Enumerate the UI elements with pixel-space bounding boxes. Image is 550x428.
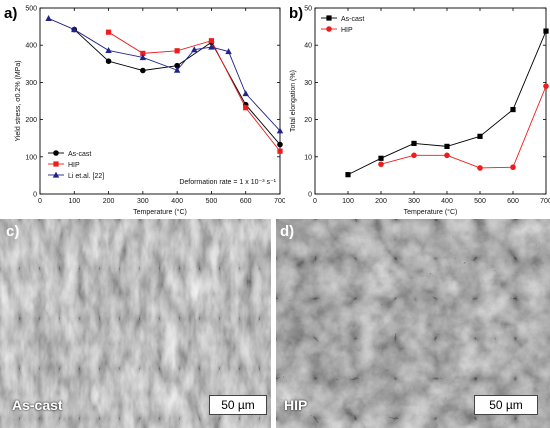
x-tick-label: 0 (313, 198, 317, 205)
data-point-s0-6 (543, 28, 549, 34)
data-point-s0-5 (510, 106, 516, 113)
data-point-s1-4 (243, 105, 249, 111)
series-line-1 (380, 85, 547, 169)
data-point-s2-4 (173, 66, 181, 73)
data-point-s2-3 (139, 54, 147, 61)
panel-letter: b) (289, 5, 303, 22)
sem-micrograph-hip (276, 219, 550, 428)
data-point-s1-0 (105, 29, 112, 35)
data-point-s2-8 (242, 90, 249, 97)
data-point-s0-4 (477, 133, 483, 139)
y-tick-label: 50 (304, 6, 312, 13)
y-axis-label: Yield stress, σ0.2% (MPa) (15, 60, 22, 141)
panel-letter-d: d) (280, 223, 295, 240)
data-point-s0-3 (444, 143, 450, 149)
x-tick-label: 400 (171, 198, 183, 205)
legend-marker-1 (53, 161, 59, 167)
data-point-s0-2 (140, 67, 146, 74)
sem-image-as-cast: c) As-cast 50 µm (0, 219, 271, 428)
data-point-s0-2 (411, 140, 417, 147)
data-point-s0-3 (174, 62, 180, 69)
scale-bar-c: 50 µm (209, 395, 267, 415)
legend-marker-1 (326, 26, 332, 32)
x-axis-label: Temperature (°C) (133, 208, 187, 216)
legend-label-1: HIP (341, 27, 353, 34)
legend-label-2: Li et.al. [22] (68, 173, 104, 180)
x-tick-label: 100 (68, 198, 80, 205)
x-tick-label: 100 (342, 198, 354, 205)
y-tick-label: 0 (308, 192, 312, 199)
scale-bar-d: 50 µm (474, 395, 538, 415)
data-point-s1-4 (510, 164, 516, 171)
y-tick-label: 30 (304, 80, 312, 87)
panel-letter: a) (4, 5, 17, 22)
data-point-s1-1 (140, 50, 146, 56)
data-point-s0-6 (277, 141, 283, 148)
x-tick-label: 200 (375, 198, 387, 205)
data-point-s2-9 (276, 127, 284, 134)
data-point-s1-1 (411, 152, 417, 159)
y-tick-label: 500 (25, 6, 37, 13)
series-line-0 (73, 29, 281, 145)
data-point-s0-1 (105, 58, 112, 64)
y-tick-label: 200 (25, 117, 37, 124)
data-point-s1-3 (477, 165, 483, 171)
data-point-s1-5 (543, 83, 549, 89)
data-point-s0-1 (378, 155, 384, 161)
series-line-2 (48, 18, 281, 132)
sem-label-as-cast: As-cast (12, 397, 63, 413)
x-tick-label: 200 (103, 198, 115, 205)
x-tick-label: 300 (137, 198, 149, 205)
data-point-s2-2 (105, 47, 112, 54)
y-tick-label: 100 (25, 154, 37, 161)
legend-label-1: HIP (68, 162, 80, 169)
data-point-s1-3 (208, 38, 215, 44)
scale-bar-d-text: 50 µm (489, 398, 523, 412)
annotation-deformation-rate: Deformation rate = 1 x 10⁻³ s⁻¹ (179, 179, 276, 186)
y-tick-label: 0 (33, 192, 37, 199)
y-tick-label: 10 (304, 154, 312, 161)
x-tick-label: 600 (507, 198, 519, 205)
y-tick-label: 40 (304, 43, 312, 50)
chart-a-yield-stress: 0 100 200 300 400 500 600 700 0 100 200 300 400 500 Te… (4, 5, 285, 216)
x-tick-label: 400 (441, 198, 453, 205)
data-point-s1-2 (174, 48, 180, 54)
x-axis-label: Temperature (°C) (404, 208, 458, 216)
legend-marker-0 (53, 150, 59, 156)
sem-label-hip: HIP (284, 397, 308, 413)
x-tick-label: 0 (38, 198, 42, 205)
plot-frame (39, 7, 281, 195)
data-point-s1-2 (444, 152, 450, 159)
data-point-s0-0 (345, 172, 351, 178)
data-point-s2-1 (71, 26, 78, 33)
data-point-s2-6 (208, 43, 215, 50)
data-point-s2-5 (191, 46, 198, 53)
x-tick-label: 300 (408, 198, 420, 205)
data-point-s1-0 (378, 161, 384, 168)
y-axis-label: Total elongation (%) (290, 70, 297, 132)
series-line-1 (108, 31, 281, 152)
x-tick-label: 700 (540, 198, 550, 205)
legend-marker-2 (52, 171, 60, 178)
sem-image-hip: d) HIP 50 µm (276, 219, 550, 428)
y-tick-label: 300 (25, 80, 37, 87)
plot-frame (314, 7, 547, 195)
x-tick-label: 500 (474, 198, 486, 205)
y-tick-label: 20 (304, 117, 312, 124)
chart-b-total-elongation: 0 100 200 300 400 500 600 700 0 10 20 30 40 50 Tempera… (289, 5, 550, 216)
data-point-s2-0 (45, 15, 52, 22)
legend-label-0: As-cast (341, 16, 364, 23)
x-tick-label: 700 (274, 198, 285, 205)
scale-bar-c-text: 50 µm (221, 398, 255, 412)
panel-letter-c: c) (6, 223, 20, 240)
y-tick-label: 400 (25, 43, 37, 50)
data-point-s1-5 (277, 148, 283, 154)
legend-marker-0 (326, 15, 332, 21)
sem-micrograph-as-cast (0, 219, 271, 428)
x-tick-label: 600 (240, 198, 252, 205)
legend-label-0: As-cast (68, 151, 91, 158)
data-point-s2-7 (225, 48, 232, 55)
x-tick-label: 500 (206, 198, 218, 205)
